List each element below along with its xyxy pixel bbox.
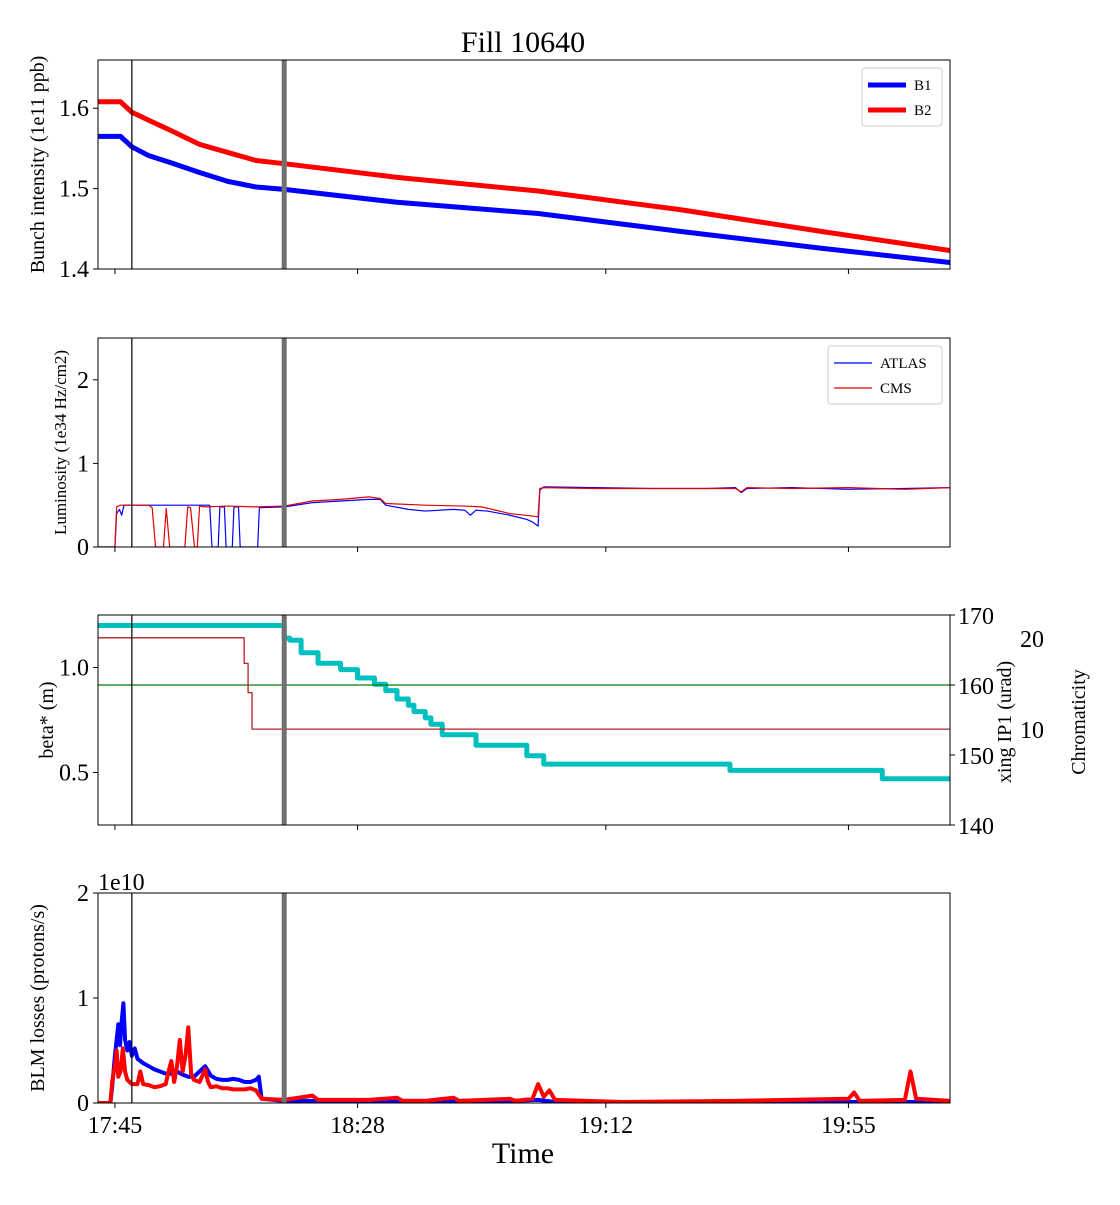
panel-blm-series-b2 (98, 1025, 950, 1103)
panel-intensity-legend-label: B2 (914, 103, 932, 119)
panel-intensity-ylabel: Bunch intensity (1e11 ppb) (27, 56, 49, 274)
panel-luminosity: 0 1 2 Luminosity (1e34 Hz/cm2) ATLAS CMS (51, 337, 951, 561)
panel-optics-y-tick-label: 0.5 (59, 761, 89, 787)
panel-optics-xing-tick-label: 170 (958, 604, 994, 630)
panel-intensity-y-tick-label: 1.5 (59, 177, 89, 203)
panel-luminosity-y-tick-label: 2 (77, 368, 89, 394)
panel-optics-xing-tick-label: 150 (958, 744, 994, 770)
panel-luminosity-frame (97, 337, 951, 548)
panel-blm: 17:45 18:28 19:12 19:55 0 1 2 BLM losses (proto… (27, 870, 951, 1139)
x-tick-label: 19:55 (821, 1113, 876, 1139)
panel-luminosity-legend-label: ATLAS (880, 356, 927, 372)
panel-intensity-y-tick-label: 1.4 (59, 257, 89, 283)
x-axis-label: Time (492, 1137, 554, 1170)
panel-luminosity-legend-label: CMS (880, 381, 912, 397)
panel-luminosity-ylabel: Luminosity (1e34 Hz/cm2) (51, 350, 70, 535)
panel-optics-ylabel-xing: xing IP1 (urad) (994, 661, 1016, 783)
x-tick-label: 19:12 (578, 1113, 633, 1139)
x-tick-label: 18:28 (330, 1113, 385, 1139)
panel-optics-xing-tick-label: 160 (958, 674, 994, 700)
panel-luminosity-y-tick-label: 1 (77, 451, 89, 477)
x-tick-label: 17:45 (88, 1113, 143, 1139)
panel-optics-chroma-tick-label: 10 (1020, 718, 1044, 744)
panel-blm-y-tick-label: 1 (77, 986, 89, 1012)
panel-intensity-series-b2 (98, 99, 950, 253)
panel-intensity: 1.4 1.5 1.6 Bunch intensity (1e11 ppb) B1 B2 (27, 56, 951, 283)
panel-intensity-y-tick-label: 1.6 (59, 96, 89, 122)
panel-intensity-series-b1 (98, 133, 950, 266)
panel-luminosity-legend: ATLAS CMS (827, 345, 943, 405)
panel-intensity-legend: B1 B2 (861, 67, 943, 127)
panel-luminosity-legend-box (827, 345, 943, 405)
panel-luminosity-series-group (98, 486, 950, 547)
panel-intensity-frame (97, 59, 951, 270)
chart-title: Fill 10640 (461, 26, 585, 59)
panel-blm-y-tick-label: 0 (77, 1091, 89, 1117)
panel-blm-y-tick-label: 2 (77, 881, 89, 907)
panel-intensity-series-group (98, 99, 950, 266)
panel-optics-xing-tick-label: 140 (958, 814, 994, 840)
panel-optics-frame (97, 614, 951, 826)
panel-blm-ylabel: BLM losses (protons/s) (27, 904, 49, 1092)
panel-blm-series-group (98, 1001, 950, 1103)
panel-optics-series-chromaticity (98, 637, 950, 730)
panel-luminosity-y-tick-label: 0 (77, 535, 89, 561)
panel-optics-y-tick-label: 1.0 (59, 656, 89, 682)
panel-blm-offset-label: 1e10 (98, 870, 145, 896)
panel-optics-ylabel-left: beta* (m) (36, 681, 58, 758)
panel-optics-chroma-tick-label: 20 (1020, 627, 1044, 653)
panel-optics-ylabel-chroma: Chromaticity (1068, 669, 1090, 775)
panel-optics-series-beta- (98, 623, 950, 782)
panel-intensity-legend-label: B1 (914, 78, 932, 94)
panel-optics-series-group (98, 623, 950, 782)
panel-luminosity-series-cms (98, 487, 950, 547)
